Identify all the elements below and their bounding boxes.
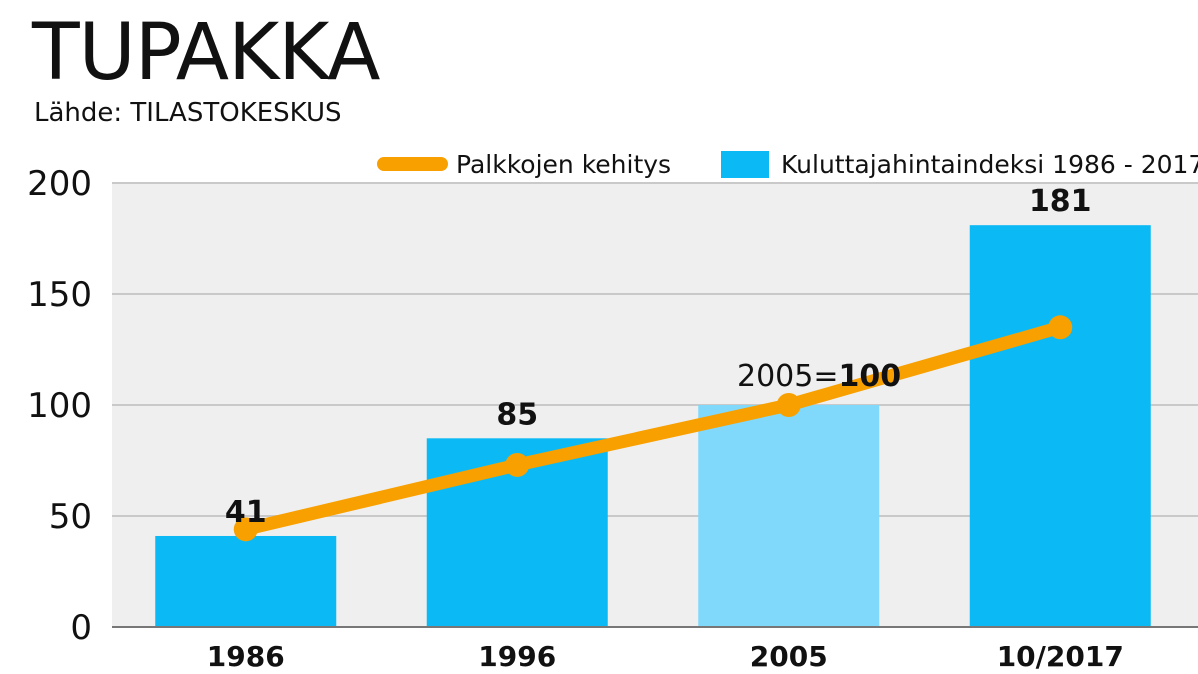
wage-point-1996 [505,452,530,477]
y-axis-ticks: 0 50 100 150 200 [27,164,92,648]
legend-bar-swatch [721,151,769,178]
chart-title: TUPAKKA [32,8,380,98]
bar-2005 [698,405,880,627]
base-year-annotation-prefix: 2005= [737,359,838,394]
x-category-label: 10/2017 [997,640,1124,673]
bar-value-labels: 41 85 181 [225,184,1092,530]
x-category-label: 1996 [478,640,556,673]
wage-point-10/2017 [1048,315,1073,340]
y-tick-100: 100 [27,386,92,426]
y-tick-50: 50 [49,497,92,537]
y-tick-150: 150 [27,275,92,315]
bar-10/2017 [969,225,1151,627]
base-year-annotation-value: 100 [838,359,901,394]
legend-bar-label: Kuluttajahintaindeksi 1986 - 2017 [781,150,1198,179]
y-tick-0: 0 [70,608,92,648]
x-axis-categories: 1986 1996 2005 10/2017 [207,640,1124,673]
wage-line [239,320,1067,536]
legend-line-label: Palkkojen kehitys [456,150,671,179]
x-category-label: 2005 [750,640,828,673]
x-category-label: 1986 [207,640,285,673]
bars [155,225,1151,627]
wage-point-1986 [233,517,258,542]
wage-line-series [233,315,1073,542]
bar-value-label: 181 [1029,184,1092,219]
bar-value-label: 85 [496,397,538,432]
chart-source: Lähde: TILASTOKESKUS [34,98,342,128]
wage-point-2005 [776,393,801,417]
bar-1986 [155,535,337,627]
base-year-annotation: 2005=100 [737,359,901,394]
legend: Palkkojen kehitys Kuluttajahintaindeksi … [377,150,1198,179]
bar-value-label: 41 [225,495,267,530]
y-tick-200: 200 [27,164,92,204]
